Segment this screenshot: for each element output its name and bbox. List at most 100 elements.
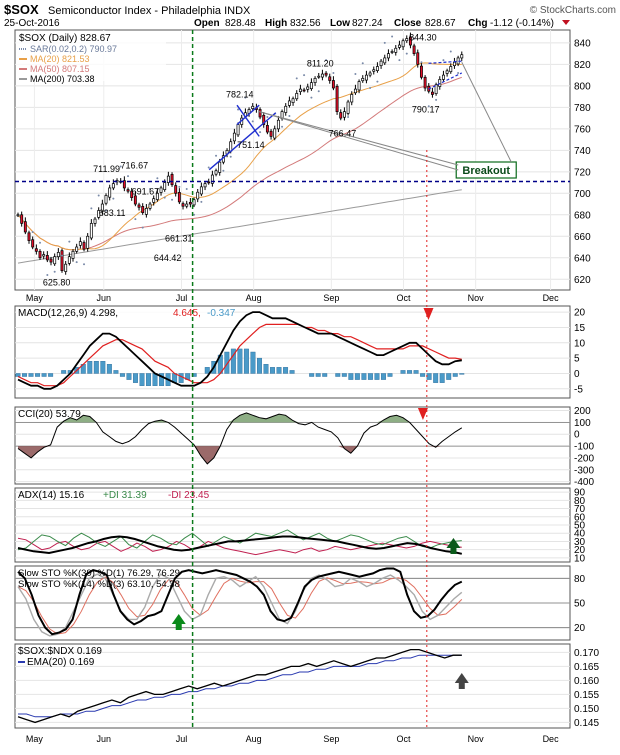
uptrend-line <box>208 112 277 171</box>
candle-body <box>276 119 280 130</box>
ratio-gray-arrow-stem <box>458 683 465 689</box>
macd-panel-frame <box>14 305 571 399</box>
sar-dot <box>163 196 166 199</box>
price-tick-label: 740 <box>574 146 591 157</box>
price-x-label: Jun <box>97 293 112 303</box>
sar-dot <box>119 165 122 168</box>
cci-tick-label: -400 <box>574 477 594 488</box>
macd-histogram-bar <box>446 373 452 380</box>
ma200-line <box>17 189 462 264</box>
candle-body <box>331 80 335 89</box>
candle-body <box>27 232 31 241</box>
sar-dot <box>303 74 306 77</box>
candle-body <box>251 105 255 109</box>
ratio-tick-label: 0.170 <box>574 648 599 659</box>
cci-oversold-fill <box>18 446 462 464</box>
candle-body <box>130 190 134 198</box>
bottom-x-label: Jul <box>176 734 188 744</box>
quote-date: 25-Oct-2016 <box>4 18 60 29</box>
plus-di-label: +DI 31.39 <box>103 490 147 501</box>
candle-body <box>159 187 163 193</box>
candle-body <box>452 61 456 67</box>
sar-dot <box>90 207 93 210</box>
candle-body <box>262 114 266 125</box>
callout-pointer <box>259 111 459 166</box>
macd-histogram-bar <box>159 373 165 386</box>
candle-body <box>67 256 71 264</box>
price-annotation: 811.20 <box>307 59 334 69</box>
candle-body <box>108 187 112 198</box>
candle-body <box>23 221 27 233</box>
candle-body <box>372 69 376 72</box>
candle-body <box>56 252 60 258</box>
ratio-line <box>17 648 462 724</box>
bottom-x-label: Aug <box>246 734 262 744</box>
macd-histogram-bar <box>335 373 341 377</box>
candle-body <box>207 181 211 184</box>
ratio-tick-label: 0.150 <box>574 704 599 715</box>
price-annotation: 625.80 <box>43 278 71 288</box>
index-name: Semiconductor Index - Philadelphia INDX <box>48 5 251 17</box>
candle-body <box>97 210 101 218</box>
price-annotation: 711.99 <box>93 164 120 174</box>
macd-histogram-bar <box>387 373 393 377</box>
sar-dot <box>229 155 232 158</box>
sar-dot <box>83 263 86 266</box>
macd-histogram-bar <box>204 367 210 374</box>
candle-body <box>20 214 24 224</box>
sar-dot <box>376 80 379 83</box>
macd-histogram-bar <box>15 373 21 377</box>
ratio-tick-label: 0.155 <box>574 690 599 701</box>
price-tick-label: 640 <box>574 253 591 264</box>
cci-tick-label: -100 <box>574 442 594 453</box>
adx-green-arrow-stem <box>450 548 457 554</box>
candle-body <box>361 77 365 82</box>
candle-body <box>284 105 288 113</box>
cci-label: CCI(20) 53.79 <box>18 409 81 420</box>
sto39-label: Slow STO %K(39) %D(1) 76.29, 76.29 <box>18 568 180 579</box>
candle-body <box>42 254 46 257</box>
breakout-callout-label: Breakout <box>462 165 510 177</box>
ratio-tick-label: 0.145 <box>574 718 599 729</box>
sar-dot <box>244 96 247 99</box>
candle-body <box>416 52 420 65</box>
sto14-d-line <box>17 576 463 635</box>
price-tick-label: 820 <box>574 60 591 71</box>
price-annotation: 691.67 <box>132 186 160 196</box>
sar-dot <box>281 125 284 128</box>
candle-body <box>126 189 130 192</box>
minus-di-label: -DI 23.45 <box>168 490 210 501</box>
sar-dot <box>97 194 100 197</box>
macd-histogram-bar <box>48 373 54 377</box>
macd-histogram-bar <box>413 370 419 374</box>
candle-body <box>423 76 427 89</box>
candle-body <box>122 180 126 189</box>
macd-histogram-bar <box>178 373 184 383</box>
sto-tick-label: 50 <box>574 599 586 610</box>
sar-dot <box>325 59 328 62</box>
sar-dot <box>222 169 225 172</box>
candle-body <box>166 175 170 183</box>
candle-body <box>203 183 207 188</box>
macd-histogram-bar <box>93 361 99 374</box>
low-label: Low <box>330 18 350 29</box>
sar-dot <box>156 177 159 180</box>
candle-body <box>192 199 196 206</box>
macd-signal-label: 4.645, <box>173 308 201 319</box>
macd-histogram-bar <box>230 348 236 374</box>
candle-body <box>265 125 269 133</box>
macd-tick-label: -5 <box>574 384 583 395</box>
sar-dot <box>369 87 372 90</box>
candle-body <box>236 124 240 136</box>
adx-tick-label: 30 <box>574 537 586 548</box>
candle-body <box>419 65 423 78</box>
sar-dot <box>75 261 78 264</box>
candle-body <box>93 218 97 224</box>
sar-dot <box>178 185 181 188</box>
macd-histogram-bar <box>289 370 295 374</box>
candle-body <box>306 86 310 90</box>
ma20-line <box>17 62 462 251</box>
candle-body <box>320 73 324 78</box>
macd-histogram-bar <box>139 373 145 386</box>
sar-dot <box>149 188 152 191</box>
